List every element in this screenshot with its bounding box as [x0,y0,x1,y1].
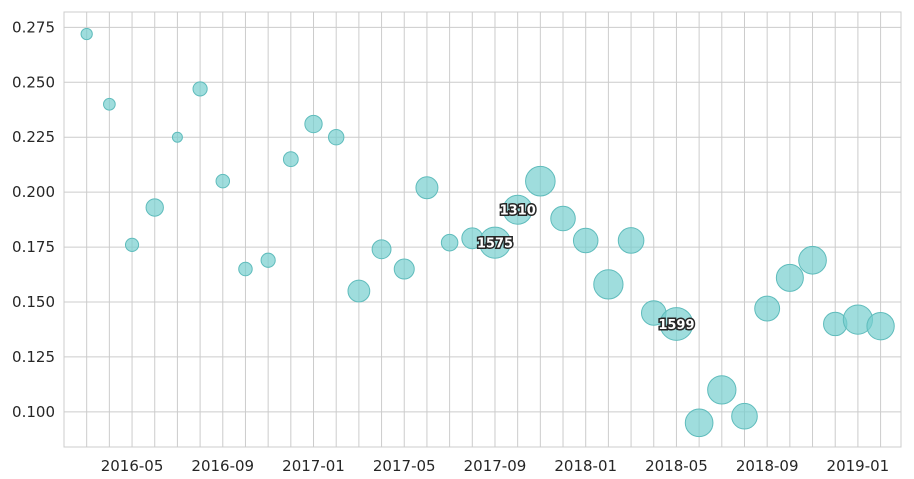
y-tick-label: 0.200 [12,183,55,201]
data-point-2017-01 [304,114,323,134]
x-tick-label: 2018-05 [645,457,708,475]
data-point-2016-12 [282,151,299,168]
data-point-2018-09 [754,295,781,322]
x-tick-label: 2018-01 [554,457,617,475]
grid-lines [64,12,901,447]
data-label-1310: 1310 [500,204,536,219]
y-axis-ticks: 0.100 0.125 0.150 0.175 0.200 0.225 0.250 0.275 [12,18,55,420]
y-tick-label: 0.150 [12,293,55,311]
data-point-2016-11 [260,252,276,268]
data-point-2016-09 [215,173,231,189]
data-point-2018-05 [659,307,694,341]
data-labels: 1575 1310 1599 [475,202,696,334]
data-point-2017-10 [502,194,533,225]
data-point-2016-08 [192,81,208,97]
x-tick-label: 2016-09 [191,457,254,475]
data-point-2016-03 [80,27,93,41]
y-tick-label: 0.100 [12,403,55,421]
data-point-2016-10 [238,261,253,277]
x-tick-label: 2019-01 [827,457,890,475]
y-tick-label: 0.175 [12,238,55,256]
plot-frame [63,11,902,448]
data-point-2017-09 [478,226,512,259]
data-points [80,27,895,438]
data-point-2016-06 [145,198,164,217]
y-tick-label: 0.250 [12,73,55,91]
x-tick-label: 2017-09 [464,457,527,475]
y-tick-label: 0.225 [12,128,55,146]
data-label-1599: 1599 [658,318,694,333]
data-point-2018-11 [798,245,827,275]
data-point-2016-04 [103,97,116,111]
data-point-2017-06 [415,176,439,200]
x-axis-ticks: 2016-05 2016-09 2017-01 2017-05 2017-09 2018-… [101,457,890,475]
data-point-2018-03 [617,227,645,254]
data-point-2016-07 [171,131,183,143]
data-point-2018-08 [731,402,758,430]
x-tick-label: 2017-01 [282,457,345,475]
data-point-2018-07 [707,375,737,405]
data-point-2017-07 [440,233,459,252]
x-tick-label: 2018-09 [736,457,799,475]
data-point-2018-10 [775,263,804,292]
data-point-2019-02 [866,311,895,341]
data-point-2016-05 [124,237,140,252]
data-point-2017-02 [327,129,345,146]
data-point-2018-02 [593,269,624,300]
x-tick-label: 2016-05 [101,457,164,475]
data-label-1575: 1575 [477,237,513,252]
data-point-2017-05 [393,258,415,280]
data-point-2017-03 [347,279,371,303]
data-point-2017-04 [371,239,392,260]
y-tick-label: 0.125 [12,348,55,366]
x-tick-label: 2017-05 [373,457,436,475]
y-tick-label: 0.275 [12,18,55,36]
data-point-2017-12 [550,205,576,232]
data-point-2018-01 [572,227,599,254]
data-point-2017-11 [525,165,556,197]
data-point-2018-06 [684,408,714,438]
